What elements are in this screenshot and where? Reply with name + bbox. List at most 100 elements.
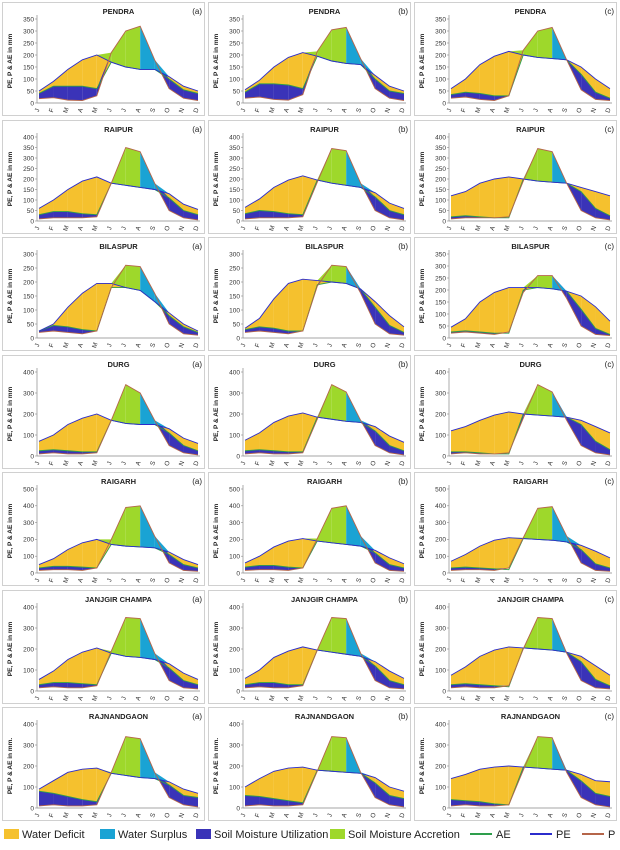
x-tick-label: D [398,342,406,349]
x-tick-label: J [446,695,454,700]
x-tick-label: J [106,695,114,700]
x-tick-label: D [192,812,200,819]
chart-panel-raipur--c-: RAIPUR (c) PE, P & AE in mm 0 50 100 150 200 250… [414,119,617,234]
chart-svg: BILASPUR (c) PE, P & AE in mm 0 50 100 150 200 2… [419,242,614,349]
soil-moisture-utilization-area [259,796,274,806]
y-tick-label: 300 [23,520,34,527]
water-deficit-area [479,767,495,804]
soil-moisture-utilization-area [67,86,83,101]
x-tick-label: J [34,460,42,465]
x-tick-label: A [283,694,291,701]
x-tick-label: A [341,694,349,701]
chart-panel-pendra--a-: PENDRA (a) PE, P & AE in mm 0 50 100 150 200 250… [2,2,205,116]
water-deficit-area [183,559,198,568]
y-tick-label: 400 [435,503,446,510]
soil-moisture-accretion-area [317,29,332,61]
chart-svg: RAIPUR (c) PE, P & AE in mm 0 50 100 150 200 250… [419,125,614,232]
water-deficit-area [39,670,54,685]
x-tick-label: J [240,343,248,348]
legend-item-water-surplus: Water Surplus [100,829,187,843]
soil-moisture-utilization-area [389,680,404,689]
water-surplus-area [140,151,155,189]
water-deficit-area [39,780,54,794]
x-tick-label: F [254,812,262,818]
y-tick-label: 350 [435,144,446,151]
soil-moisture-accretion-area [111,507,126,547]
water-deficit-area [595,426,610,450]
y-tick-label: 400 [23,134,34,141]
y-tick-label: 100 [23,432,34,439]
x-tick-label: J [446,225,454,230]
y-tick-label: 100 [435,76,446,83]
x-tick-label: O [576,342,584,349]
y-tick-label: 250 [23,40,34,47]
chart-panel-janjgir-champa--c-: JANJGIR CHAMPA (c) PE, P & AE in mm 0 100 200… [414,589,617,704]
x-tick-label: J [518,578,526,583]
y-tick-label: 0 [442,570,446,577]
x-tick-label: A [135,812,143,819]
chart-title: JANJGIR CHAMPA [291,595,359,604]
x-tick-label: A [77,577,85,584]
soil-moisture-accretion-area [537,736,553,770]
x-tick-label: D [192,694,200,701]
water-deficit-area [375,777,390,796]
water-deficit-area [259,186,274,212]
soil-moisture-utilization-area [581,780,596,805]
water-deficit-area [259,656,274,683]
chart-svg: RAJNANDGAON (c) PE, P & AE in mm. 0 100 200 30… [419,712,615,819]
water-deficit-area [465,655,480,685]
x-tick-label: O [370,459,378,466]
y-tick-label: 150 [435,186,446,193]
x-tick-label: J [240,108,248,113]
x-tick-label: M [62,577,70,584]
water-deficit-area [581,67,596,93]
water-deficit-area [451,426,466,452]
y-tick-label: 400 [23,369,34,376]
x-tick-label: J [240,460,248,465]
water-deficit-area [494,766,509,805]
y-tick-label: 400 [435,134,446,141]
x-tick-label: S [355,342,363,349]
x-tick-label: N [384,224,392,231]
water-surplus-area [154,293,170,313]
y-tick-label: 150 [229,64,240,71]
x-tick-label: J [34,695,42,700]
x-tick-label: A [547,694,555,701]
x-tick-label: A [283,107,291,114]
soil-moisture-accretion-area [96,539,112,545]
y-tick-label: 100 [229,784,240,791]
x-tick-label: S [561,577,569,584]
water-surplus-area [552,506,567,542]
x-tick-label: D [604,694,612,701]
y-tick-label: 200 [435,176,446,183]
panel-tag: (b) [398,125,408,134]
x-tick-label: S [149,459,157,466]
x-tick-label: S [561,107,569,114]
water-deficit-area [259,298,274,329]
x-tick-label: S [355,107,363,114]
water-surplus-area [360,182,376,193]
y-axis-label: PE, P & AE in mm [213,621,220,676]
legend-item-water-deficit: Water Deficit [4,829,85,843]
x-tick-label: J [532,343,540,348]
water-deficit-area [451,79,466,95]
water-deficit-area [273,768,289,801]
x-tick-label: N [178,812,186,819]
chart-title: PENDRA [103,7,135,16]
panel-tag: (c) [605,712,615,721]
x-tick-label: N [590,459,598,466]
p-line [450,383,611,455]
y-axis-label: PE, P & AE in mm [419,386,426,441]
y-tick-label: 100 [435,311,446,318]
x-tick-label: F [48,695,56,701]
pe-line [244,538,405,565]
pe-line [38,538,199,566]
soil-moisture-utilization-area [183,89,198,101]
water-deficit-area [82,176,97,215]
x-tick-label: S [561,694,569,701]
water-deficit-area [67,59,83,87]
water-deficit-area [465,419,480,453]
y-tick-label: 0 [442,805,446,812]
x-tick-label: M [297,459,305,466]
